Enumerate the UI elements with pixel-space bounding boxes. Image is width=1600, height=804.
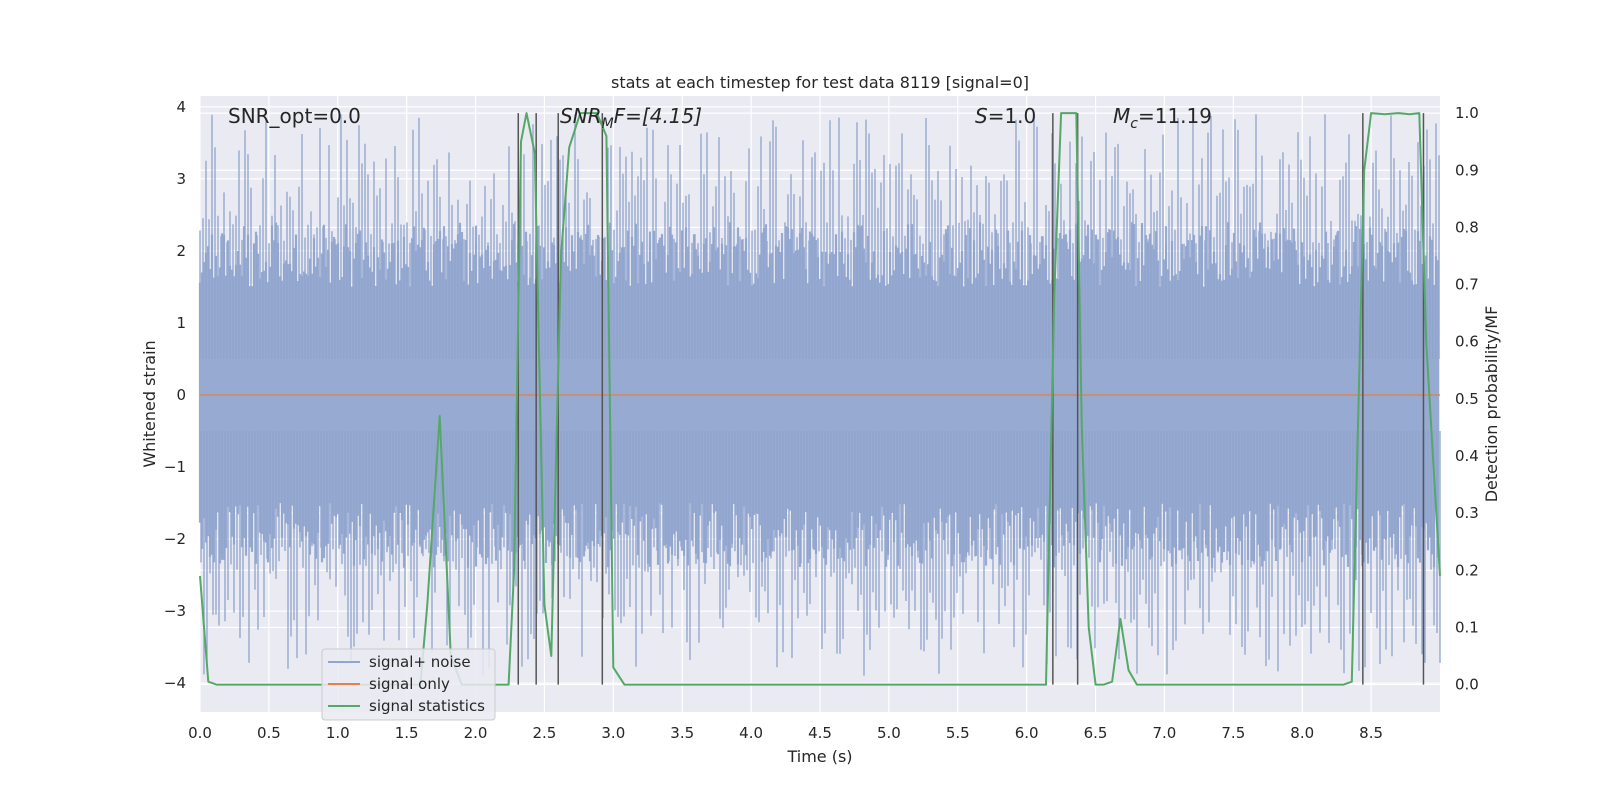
annotation-mc-main: M <box>1113 104 1130 128</box>
y-tick-label-7: −3 <box>164 602 186 620</box>
y-tick-label-4: 0 <box>176 386 186 404</box>
annotation-snr-opt: SNR_opt=0.0 <box>228 104 361 128</box>
x-tick-label-9: 4.5 <box>808 724 832 742</box>
y2-tick-label-7: 0.3 <box>1455 504 1479 522</box>
x-tick-label-13: 6.5 <box>1084 724 1108 742</box>
y-axis-label: Whitened strain <box>140 340 159 467</box>
y-tick-label-1: 3 <box>176 170 186 188</box>
y2-axis-label: Detection probability/MF <box>1482 306 1501 503</box>
legend-box <box>321 648 496 721</box>
annotation-snr-mf-sub: M <box>602 116 614 132</box>
x-tick-label-12: 6.0 <box>1015 724 1039 742</box>
x-tick-label-4: 2.0 <box>464 724 488 742</box>
y2-tick-label-10: 0.0 <box>1455 676 1479 694</box>
x-tick-label-14: 7.0 <box>1153 724 1177 742</box>
annotation-s-main: S <box>975 104 988 128</box>
legend-label-signal: signal only <box>369 675 450 693</box>
y2-tick-label-1: 0.9 <box>1455 161 1479 179</box>
y2-tick-label-0: 1.0 <box>1455 104 1479 122</box>
annotation-mc-sub: c <box>1130 116 1138 132</box>
y-tick-label-3: 1 <box>176 314 186 332</box>
y-tick-label-5: −1 <box>164 458 186 476</box>
annotation-s: S=1.0 <box>975 104 1036 128</box>
x-tick-label-17: 8.5 <box>1359 724 1383 742</box>
x-tick-label-1: 0.5 <box>257 724 281 742</box>
y2-tick-label-9: 0.1 <box>1455 618 1479 636</box>
y2-tick-label-5: 0.5 <box>1455 390 1479 408</box>
annotation-snr-mf: SNRMF=[4.15] <box>560 104 702 132</box>
legend-label-stats: signal statistics <box>369 697 485 715</box>
x-axis-label: Time (s) <box>786 747 852 766</box>
x-tick-label-2: 1.0 <box>326 724 350 742</box>
noise-series <box>198 114 1441 676</box>
x-tick-label-3: 1.5 <box>395 724 419 742</box>
legend-label-noise: signal+ noise <box>369 653 471 671</box>
y-tick-label-2: 2 <box>176 242 186 260</box>
annotation-mc-rest: =11.19 <box>1138 104 1212 128</box>
x-tick-label-0: 0.0 <box>188 724 212 742</box>
x-tick-label-6: 3.0 <box>601 724 625 742</box>
x-tick-label-15: 7.5 <box>1221 724 1245 742</box>
annotation-mc: Mc=11.19 <box>1113 104 1212 132</box>
y2-tick-label-2: 0.8 <box>1455 218 1479 236</box>
x-tick-label-16: 8.0 <box>1290 724 1314 742</box>
y2-tick-labels: 1.0 0.9 0.8 0.7 0.6 0.5 0.4 0.3 0.2 0.1 0.0 <box>1455 104 1479 693</box>
y2-tick-label-3: 0.7 <box>1455 276 1479 294</box>
annotation-snr-mf-rest: F=[4.15] <box>614 104 702 128</box>
x-tick-label-10: 5.0 <box>877 724 901 742</box>
y2-tick-label-6: 0.4 <box>1455 447 1479 465</box>
x-tick-label-8: 4.0 <box>739 724 763 742</box>
x-tick-labels: 0.0 0.5 1.0 1.5 2.0 2.5 3.0 3.5 4.0 4.5 5.0 5.5 6.0 6… <box>188 724 1383 742</box>
y-tick-label-0: 4 <box>176 98 186 116</box>
y-tick-labels: 4 3 2 1 0 −1 −2 −3 −4 <box>164 98 186 692</box>
annotation-s-rest: =1.0 <box>988 104 1037 128</box>
x-tick-label-5: 2.5 <box>533 724 557 742</box>
y-tick-label-8: −4 <box>164 674 186 692</box>
x-tick-label-11: 5.5 <box>946 724 970 742</box>
annotation-snr-mf-main: SNR <box>560 104 602 128</box>
y2-tick-label-4: 0.6 <box>1455 333 1479 351</box>
chart-title: stats at each timestep for test data 811… <box>611 73 1029 92</box>
y2-tick-label-8: 0.2 <box>1455 561 1479 579</box>
x-tick-label-7: 3.5 <box>670 724 694 742</box>
y-tick-label-6: −2 <box>164 530 186 548</box>
noise-spikes <box>199 114 1441 676</box>
legend: signal+ noise signal only signal statist… <box>321 648 496 721</box>
